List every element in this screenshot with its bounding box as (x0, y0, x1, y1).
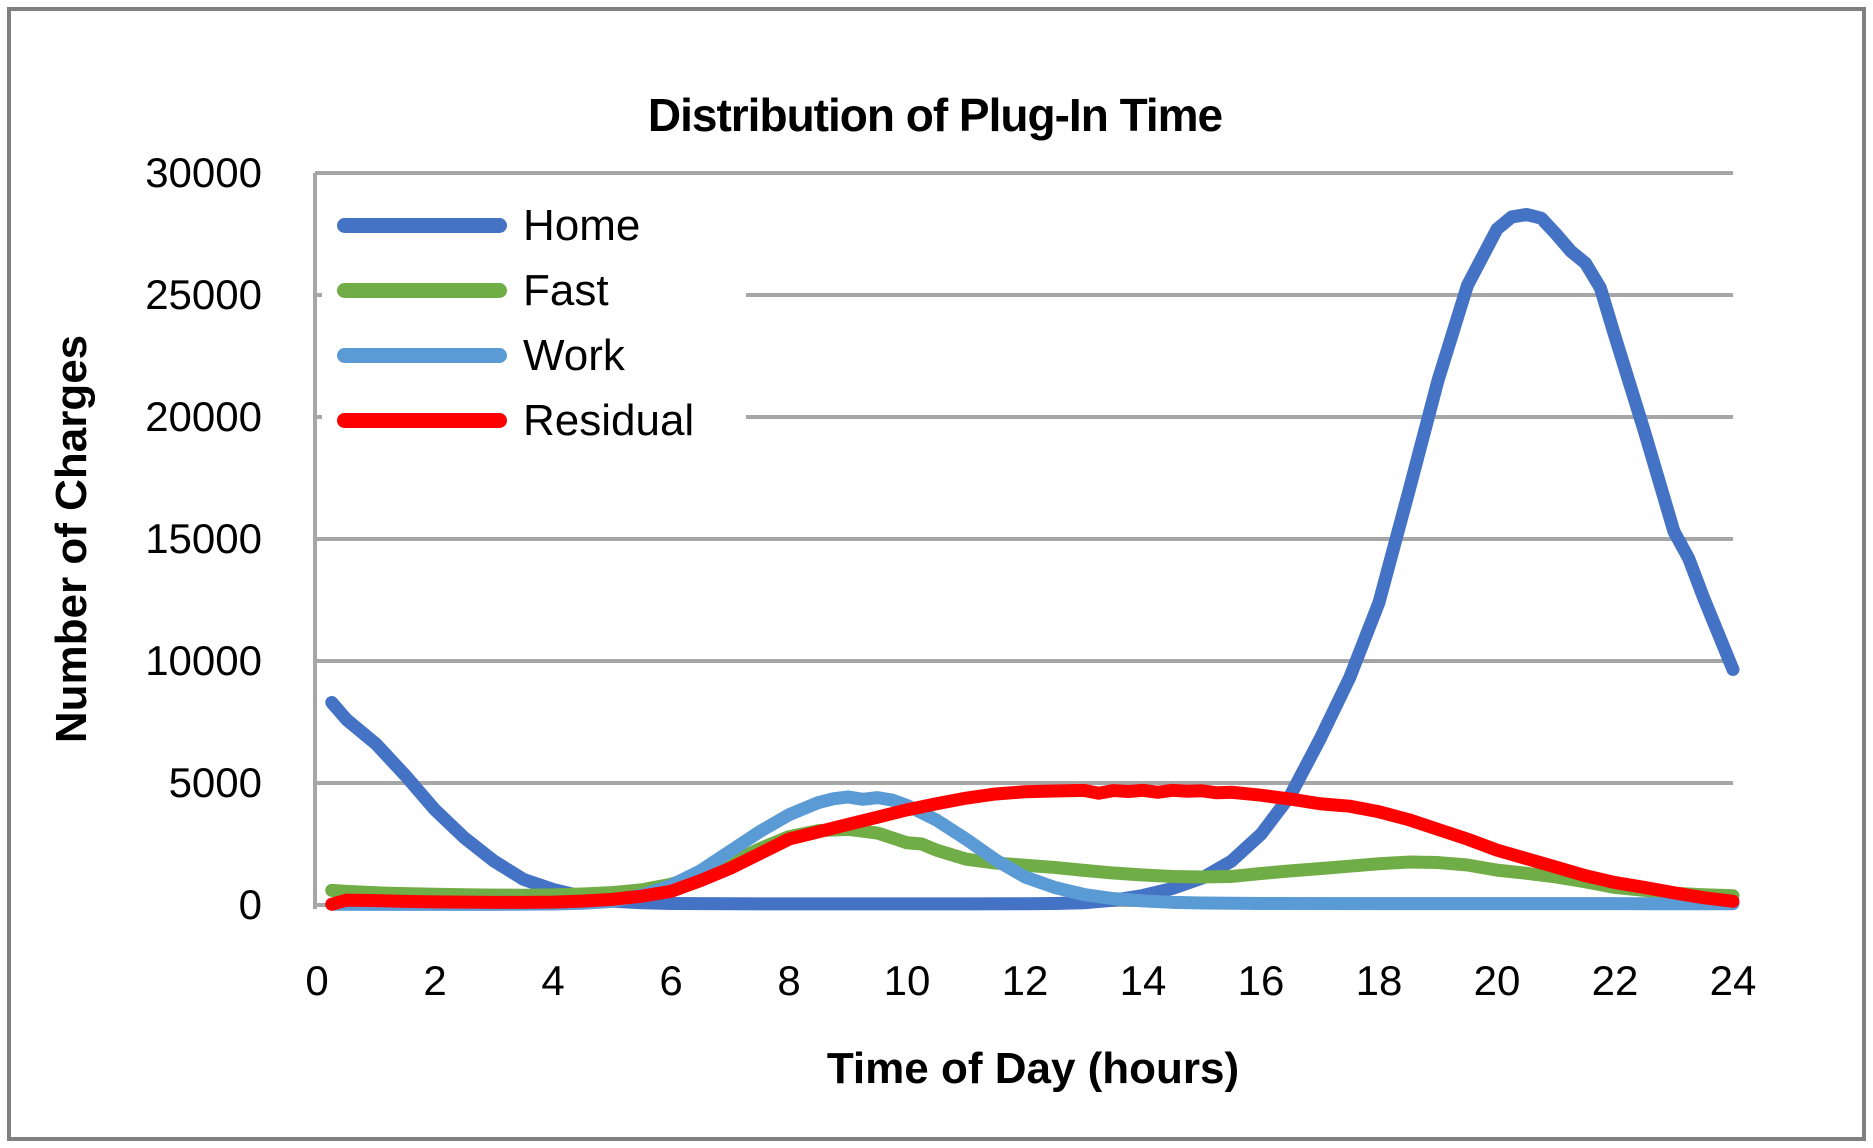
x-tick-label: 18 (1355, 957, 1403, 1004)
legend-swatch-work (337, 348, 507, 363)
x-tick-label: 16 (1237, 957, 1285, 1004)
x-tick-label: 20 (1473, 957, 1521, 1004)
y-tick-label: 25000 (145, 271, 262, 318)
y-tick-label: 20000 (145, 393, 262, 440)
y-tick-label: 15000 (145, 515, 262, 562)
legend-item-work: Work (337, 323, 694, 388)
legend-label-work: Work (523, 330, 625, 380)
series-line-home (325, 207, 1740, 911)
x-axis-title: Time of Day (hours) (826, 1044, 1240, 1093)
y-tick-label: 0 (238, 881, 262, 928)
legend-item-residual: Residual (337, 388, 694, 453)
chart-title: Distribution of Plug-In Time (647, 89, 1223, 141)
x-tick-label: 14 (1119, 957, 1167, 1004)
x-tick-label: 10 (883, 957, 931, 1004)
legend-label-residual: Residual (523, 395, 695, 445)
y-tick-label: 5000 (168, 759, 262, 806)
x-tick-label: 0 (305, 957, 329, 1004)
legend-label-fast: Fast (523, 265, 609, 315)
x-tick-label: 4 (541, 957, 565, 1004)
legend-swatch-home (337, 218, 507, 233)
legend-label-home: Home (523, 200, 641, 250)
chart-outer-border (7, 7, 1866, 1141)
legend-swatch-fast (337, 283, 507, 298)
x-tick-label: 22 (1591, 957, 1639, 1004)
legend-swatch-residual (337, 413, 507, 428)
x-tick-label: 24 (1709, 957, 1757, 1004)
x-tick-label: 6 (659, 957, 683, 1004)
y-tick-label: 10000 (145, 637, 262, 684)
x-tick-label: 2 (423, 957, 447, 1004)
series-line-residual (325, 783, 1740, 911)
x-tick-label: 8 (777, 957, 801, 1004)
legend-item-fast: Fast (337, 258, 694, 323)
legend: Home Fast Work Residual (337, 193, 694, 453)
legend-item-home: Home (337, 193, 694, 258)
x-tick-label: 12 (1001, 957, 1049, 1004)
y-tick-label: 30000 (145, 149, 262, 196)
